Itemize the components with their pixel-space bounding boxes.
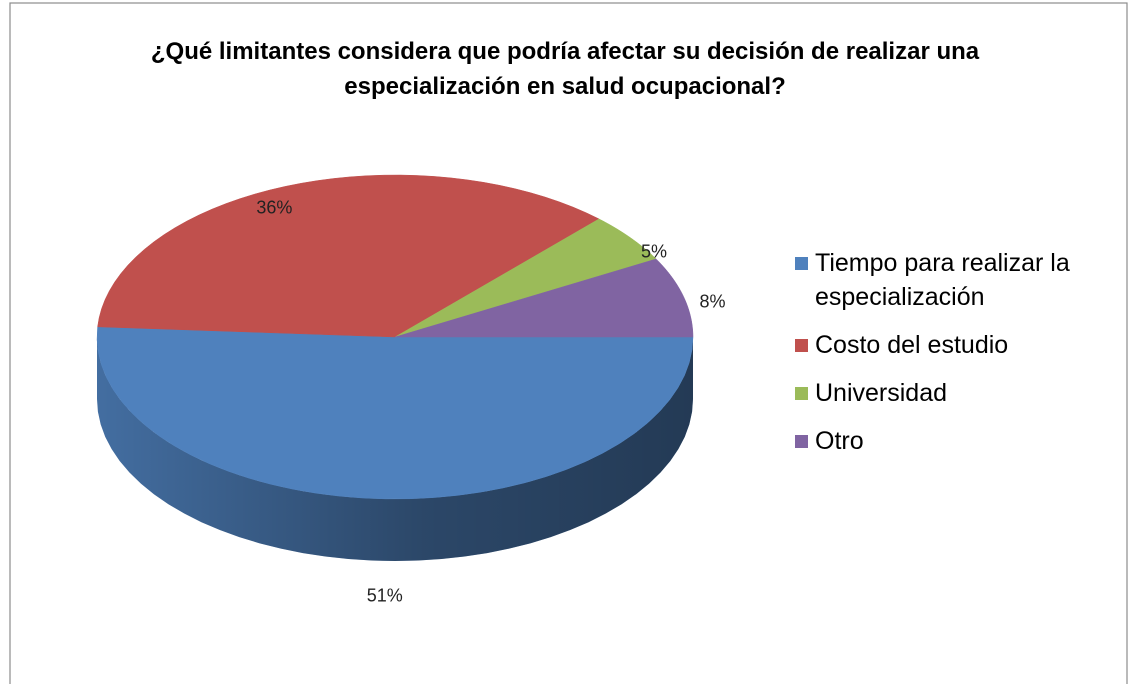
slice (96, 326, 694, 500)
slice (394, 218, 657, 338)
pie: 51% 36% 5% 8% (96, 174, 726, 605)
legend: Tiempo para realizar la especialización C… (795, 246, 1115, 472)
legend-label: Otro (815, 427, 864, 455)
legend-entry: Tiempo para realizar la especialización (795, 246, 1115, 314)
legend-swatch (795, 339, 808, 352)
data-label: 8% (699, 292, 725, 312)
legend-swatch (795, 257, 808, 270)
data-label: 5% (641, 241, 667, 261)
slice (97, 174, 600, 338)
slice (394, 258, 694, 338)
legend-label: Universidad (815, 379, 948, 407)
data-label: 51% (367, 585, 403, 605)
legend-entry: Costo del estudio (795, 328, 1115, 362)
slice-side-shade (97, 337, 693, 561)
legend-label: Tiempo para realizar la especialización (815, 249, 1070, 311)
legend-entry: Otro (795, 424, 1115, 458)
chart-frame (9, 2, 1128, 684)
chart-title: ¿Qué limitantes considera que podría afe… (150, 38, 980, 100)
legend-swatch (795, 387, 808, 400)
legend-swatch (795, 435, 808, 448)
data-label: 36% (256, 198, 292, 218)
legend-entry: Universidad (795, 376, 1115, 410)
legend-label: Costo del estudio (815, 331, 1009, 359)
